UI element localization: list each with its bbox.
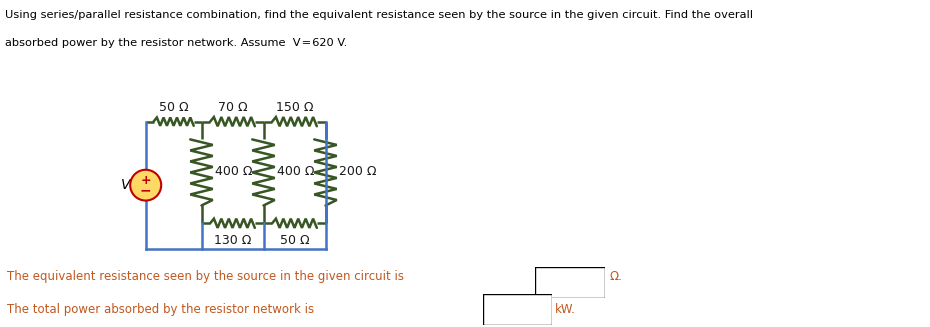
Text: 400 Ω: 400 Ω xyxy=(216,165,253,178)
Text: kW.: kW. xyxy=(555,302,576,316)
Text: The total power absorbed by the resistor network is: The total power absorbed by the resistor… xyxy=(7,302,314,316)
Text: V: V xyxy=(121,178,130,192)
Text: absorbed power by the resistor network. Assume  V = 620 V.: absorbed power by the resistor network. … xyxy=(5,38,347,48)
Text: Using series/parallel resistance combination, find the equivalent resistance see: Using series/parallel resistance combina… xyxy=(5,10,752,20)
FancyBboxPatch shape xyxy=(535,267,604,298)
Text: −: − xyxy=(140,183,152,197)
Text: 50 Ω: 50 Ω xyxy=(159,101,189,114)
Circle shape xyxy=(130,170,161,200)
Text: The equivalent resistance seen by the source in the given circuit is: The equivalent resistance seen by the so… xyxy=(7,270,405,283)
FancyBboxPatch shape xyxy=(483,294,552,325)
Text: 130 Ω: 130 Ω xyxy=(214,234,251,247)
Text: 150 Ω: 150 Ω xyxy=(276,101,313,114)
Text: 200 Ω: 200 Ω xyxy=(339,165,377,178)
Text: 400 Ω: 400 Ω xyxy=(277,165,315,178)
Text: 70 Ω: 70 Ω xyxy=(218,101,247,114)
Text: +: + xyxy=(140,174,151,187)
Text: 50 Ω: 50 Ω xyxy=(280,234,310,247)
Text: Ω.: Ω. xyxy=(609,270,622,283)
